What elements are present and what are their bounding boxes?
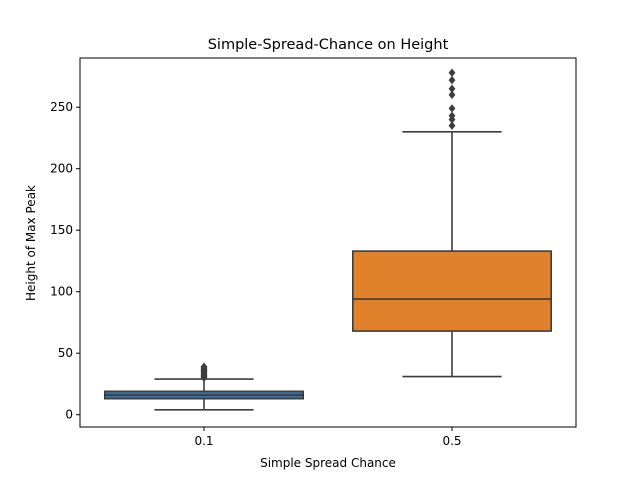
y-tick-label: 0 [65,408,73,422]
y-tick-label: 200 [50,162,73,176]
outlier-point [448,75,456,85]
outlier-point [448,84,456,93]
x-axis: 0.1 0.5 [194,427,462,448]
y-tick-label: 50 [58,346,73,360]
box-group-0.1 [104,362,304,411]
outlier-point [448,90,456,100]
outlier-point [200,362,208,371]
x-tick-label: 0.1 [194,434,213,448]
y-axis-label: Height of Max Peak [24,185,38,301]
outlier-point [448,121,456,130]
x-tick-label: 0.5 [442,434,461,448]
outlier-point [448,104,456,113]
y-tick-label: 250 [50,100,73,114]
outlier-point [448,111,456,121]
outlier-point [448,68,456,78]
plot-frame [79,57,577,428]
box-iqr [351,250,552,332]
y-tick-label: 100 [50,285,73,299]
x-axis-label: Simple Spread Chance [260,456,396,470]
y-tick-label: 150 [50,223,73,237]
chart-title: Simple-Spread-Chance on Height [208,37,449,53]
plot-area [79,57,577,428]
box-group-0.5 [351,68,552,378]
y-axis: 0 50 100 150 200 250 [50,100,80,422]
